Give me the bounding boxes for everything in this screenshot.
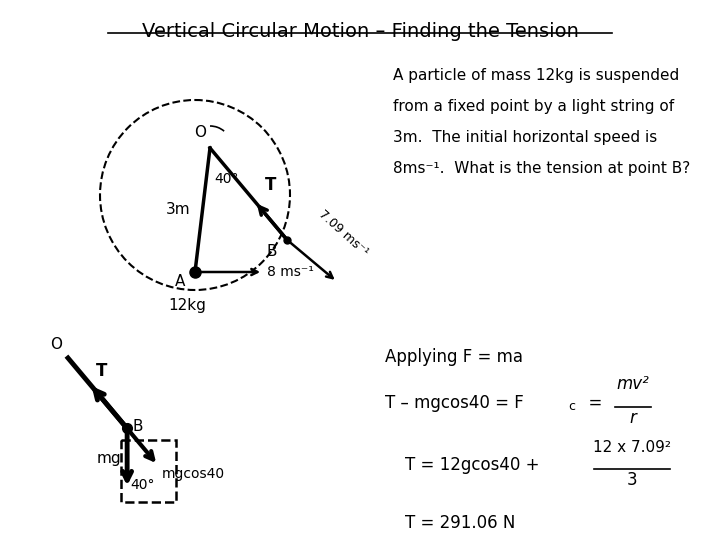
Text: T = 12gcos40 +: T = 12gcos40 +: [405, 456, 539, 474]
Text: mgcos40: mgcos40: [162, 467, 225, 481]
Text: A: A: [175, 274, 185, 289]
Text: 3m.  The initial horizontal speed is: 3m. The initial horizontal speed is: [393, 130, 657, 145]
Text: 8 ms⁻¹: 8 ms⁻¹: [267, 265, 314, 279]
Text: 12 x 7.09²: 12 x 7.09²: [593, 440, 671, 455]
Text: 3: 3: [626, 471, 637, 489]
Text: Applying F = ma: Applying F = ma: [385, 348, 523, 366]
Text: T – mgcos40 = F: T – mgcos40 = F: [385, 394, 523, 412]
Text: c: c: [568, 400, 575, 413]
Text: A particle of mass 12kg is suspended: A particle of mass 12kg is suspended: [393, 68, 679, 83]
Text: O: O: [50, 337, 62, 352]
Text: mg: mg: [96, 451, 121, 466]
Text: B: B: [266, 244, 277, 259]
Text: =: =: [578, 394, 613, 412]
Text: Vertical Circular Motion – Finding the Tension: Vertical Circular Motion – Finding the T…: [142, 22, 578, 41]
Text: B: B: [132, 419, 143, 434]
Text: 12kg: 12kg: [168, 298, 206, 313]
Text: 40°: 40°: [130, 478, 155, 492]
Text: mv²: mv²: [616, 375, 649, 393]
Text: 3m: 3m: [166, 202, 190, 218]
Text: T: T: [265, 176, 276, 194]
Bar: [121, 441, 176, 503]
Text: r: r: [629, 409, 636, 427]
Text: 8ms⁻¹.  What is the tension at point B?: 8ms⁻¹. What is the tension at point B?: [393, 161, 690, 176]
Text: T = 291.06 N: T = 291.06 N: [405, 514, 516, 532]
Text: from a fixed point by a light string of: from a fixed point by a light string of: [393, 99, 674, 114]
Text: T: T: [96, 362, 107, 380]
Text: 40°: 40°: [214, 172, 238, 186]
Text: 7.09 ms⁻¹: 7.09 ms⁻¹: [316, 207, 371, 259]
Text: O: O: [194, 125, 206, 140]
